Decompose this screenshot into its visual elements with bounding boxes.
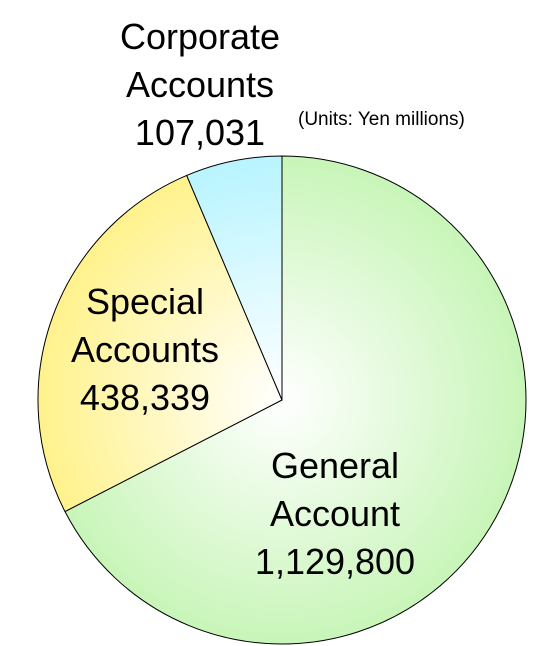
slice-label: Corporate Accounts 107,031 [85,13,315,157]
value-label: 107,031 [134,112,266,153]
category-label: General Account [269,445,401,534]
pie-slice [186,155,283,401]
category-label: Corporate Accounts [119,16,281,105]
category-label: Special Accounts [70,281,220,370]
pie-slice [37,174,283,513]
value-label: 438,339 [79,377,211,418]
slice-label: Special Accounts 438,339 [30,278,260,422]
slice-label: General Account 1,129,800 [220,442,450,586]
units-note: (Units: Yen millions) [298,109,465,130]
value-label: 1,129,800 [254,541,416,582]
pie-slice [64,155,527,645]
